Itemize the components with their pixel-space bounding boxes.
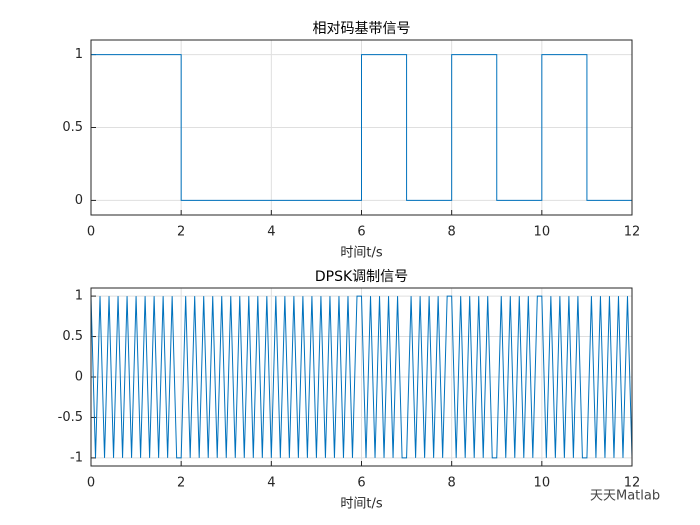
- x-tick-label: 0: [87, 476, 95, 491]
- x-tick-label: 2: [177, 225, 185, 240]
- chart-title: 相对码基带信号: [313, 20, 411, 37]
- x-tick-label: 2: [177, 476, 185, 491]
- y-tick-label: 1: [75, 289, 83, 304]
- x-tick-label: 6: [357, 476, 365, 491]
- data-line: [90, 295, 633, 459]
- y-tick-label: 0: [75, 370, 83, 385]
- data-line: [91, 54, 632, 201]
- x-tick-label: 4: [267, 225, 275, 240]
- chart-title: DPSK调制信号: [315, 269, 408, 285]
- y-tick-label: -0.5: [58, 410, 83, 425]
- x-axis-label: 时间t/s: [340, 497, 382, 512]
- x-tick-label: 6: [357, 225, 365, 240]
- y-tick-label: 0.5: [62, 329, 83, 344]
- x-axis-label: 时间t/s: [340, 246, 382, 261]
- x-tick-label: 8: [448, 476, 456, 491]
- x-tick-label: 8: [448, 225, 456, 240]
- axes-box: [90, 287, 633, 467]
- x-tick-label: 10: [534, 225, 551, 240]
- x-tick-label: 12: [624, 225, 641, 240]
- x-tick-label: 12: [624, 476, 641, 491]
- y-tick-label: -1: [70, 450, 83, 465]
- x-tick-label: 10: [534, 476, 551, 491]
- y-tick-label: 0: [75, 193, 83, 208]
- y-tick-label: 1: [75, 47, 83, 62]
- x-tick-label: 4: [267, 476, 275, 491]
- watermark: 天天Matlab: [590, 489, 660, 504]
- x-tick-label: 0: [87, 225, 95, 240]
- y-tick-label: 0.5: [62, 120, 83, 135]
- axes-box: [90, 39, 633, 216]
